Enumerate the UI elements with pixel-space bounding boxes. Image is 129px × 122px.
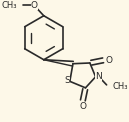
Text: CH₃: CH₃	[112, 82, 128, 91]
Text: O: O	[106, 56, 113, 65]
Text: O: O	[79, 102, 86, 111]
Text: N: N	[95, 72, 102, 81]
Text: O: O	[31, 1, 38, 10]
Text: CH₃: CH₃	[2, 1, 17, 10]
Text: S: S	[64, 76, 70, 85]
